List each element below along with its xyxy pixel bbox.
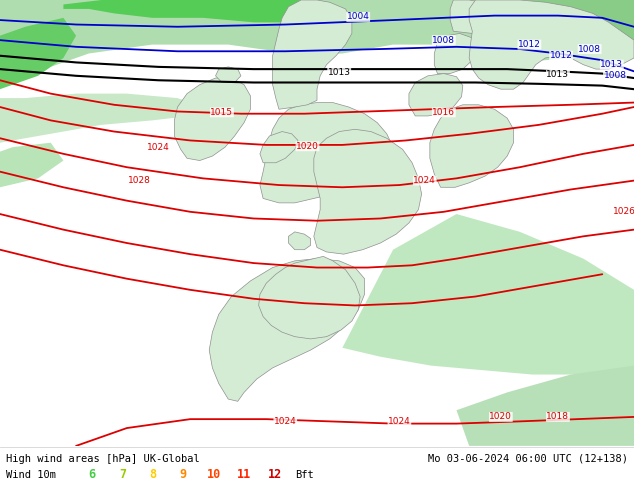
Text: Mo 03-06-2024 06:00 UTC (12+138): Mo 03-06-2024 06:00 UTC (12+138) bbox=[428, 454, 628, 464]
Text: 11: 11 bbox=[237, 468, 251, 481]
Text: 9: 9 bbox=[179, 468, 187, 481]
Polygon shape bbox=[288, 232, 311, 250]
Text: Wind 10m: Wind 10m bbox=[6, 469, 56, 480]
Text: 1018: 1018 bbox=[547, 413, 569, 421]
Text: 10: 10 bbox=[207, 468, 221, 481]
Text: 1013: 1013 bbox=[600, 60, 623, 69]
Polygon shape bbox=[216, 67, 241, 82]
Polygon shape bbox=[314, 129, 422, 254]
Polygon shape bbox=[174, 78, 250, 161]
Polygon shape bbox=[273, 0, 352, 109]
Text: 6: 6 bbox=[88, 468, 96, 481]
Text: High wind areas [hPa] UK-Global: High wind areas [hPa] UK-Global bbox=[6, 454, 200, 464]
Text: 12: 12 bbox=[268, 468, 281, 481]
Text: 1012: 1012 bbox=[518, 40, 541, 49]
Text: 1026: 1026 bbox=[613, 207, 634, 216]
Text: 1024: 1024 bbox=[388, 417, 411, 426]
Polygon shape bbox=[456, 366, 634, 446]
Text: 1008: 1008 bbox=[432, 36, 455, 45]
Text: 1008: 1008 bbox=[578, 45, 601, 53]
Text: 1016: 1016 bbox=[432, 108, 455, 117]
Polygon shape bbox=[450, 0, 491, 33]
Text: 1015: 1015 bbox=[210, 108, 233, 117]
Polygon shape bbox=[0, 0, 634, 80]
Text: 1013: 1013 bbox=[547, 71, 569, 79]
Text: 1028: 1028 bbox=[128, 176, 151, 185]
Text: 8: 8 bbox=[149, 468, 157, 481]
Text: Bft: Bft bbox=[295, 469, 314, 480]
Text: 1024: 1024 bbox=[274, 417, 297, 426]
Text: 1020: 1020 bbox=[489, 413, 512, 421]
Polygon shape bbox=[342, 214, 634, 374]
Polygon shape bbox=[209, 259, 365, 401]
Polygon shape bbox=[434, 33, 476, 74]
Polygon shape bbox=[0, 94, 203, 143]
Polygon shape bbox=[430, 105, 514, 187]
Polygon shape bbox=[0, 143, 63, 187]
Text: 7: 7 bbox=[119, 468, 126, 481]
Text: 1004: 1004 bbox=[347, 12, 370, 22]
Text: 1024: 1024 bbox=[413, 176, 436, 185]
Text: 1013: 1013 bbox=[328, 68, 351, 77]
Text: 1020: 1020 bbox=[296, 142, 319, 151]
Polygon shape bbox=[469, 0, 634, 89]
Polygon shape bbox=[63, 0, 317, 22]
Polygon shape bbox=[260, 102, 393, 203]
Polygon shape bbox=[409, 74, 463, 116]
Polygon shape bbox=[456, 0, 634, 53]
Text: 1008: 1008 bbox=[604, 72, 626, 80]
Text: 1012: 1012 bbox=[550, 51, 573, 60]
Text: 1024: 1024 bbox=[147, 143, 170, 151]
Polygon shape bbox=[259, 256, 360, 339]
Polygon shape bbox=[0, 18, 76, 89]
Polygon shape bbox=[260, 131, 298, 163]
